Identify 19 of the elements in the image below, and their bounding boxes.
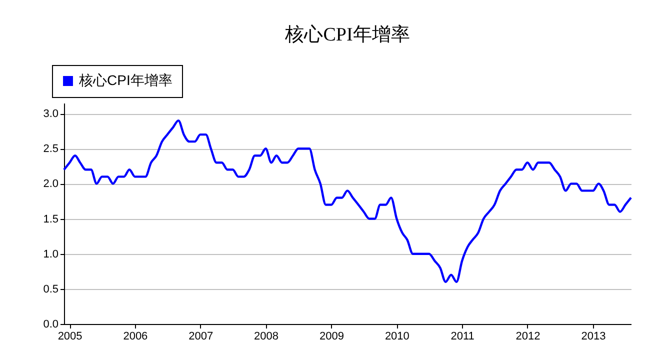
y-tick-label: 2.0 bbox=[43, 178, 58, 190]
y-tick-label: 3.0 bbox=[43, 108, 58, 120]
y-tick-label: 0.5 bbox=[43, 283, 58, 296]
x-tick-label: 2013 bbox=[581, 330, 606, 342]
x-tick-label: 2007 bbox=[188, 330, 214, 342]
x-tick-label: 2011 bbox=[450, 330, 474, 342]
y-tick-label: 2.5 bbox=[43, 143, 58, 156]
legend-label: 核心CPI年增率 bbox=[78, 72, 172, 88]
line-series bbox=[62, 119, 632, 284]
x-tick-label: 2006 bbox=[123, 330, 148, 342]
x-tick-label: 2012 bbox=[516, 330, 540, 342]
y-tick-label: 1.0 bbox=[43, 248, 58, 260]
x-tick-label: 2005 bbox=[58, 330, 82, 342]
chart-title: 核心CPI年增率 bbox=[284, 24, 410, 46]
x-tick-label: 2009 bbox=[320, 330, 344, 342]
y-tick-label: 1.5 bbox=[43, 213, 58, 226]
y-tick-label: 0.0 bbox=[43, 318, 58, 330]
x-tick-label: 2008 bbox=[254, 330, 278, 342]
x-tick-label: 2010 bbox=[384, 330, 410, 342]
